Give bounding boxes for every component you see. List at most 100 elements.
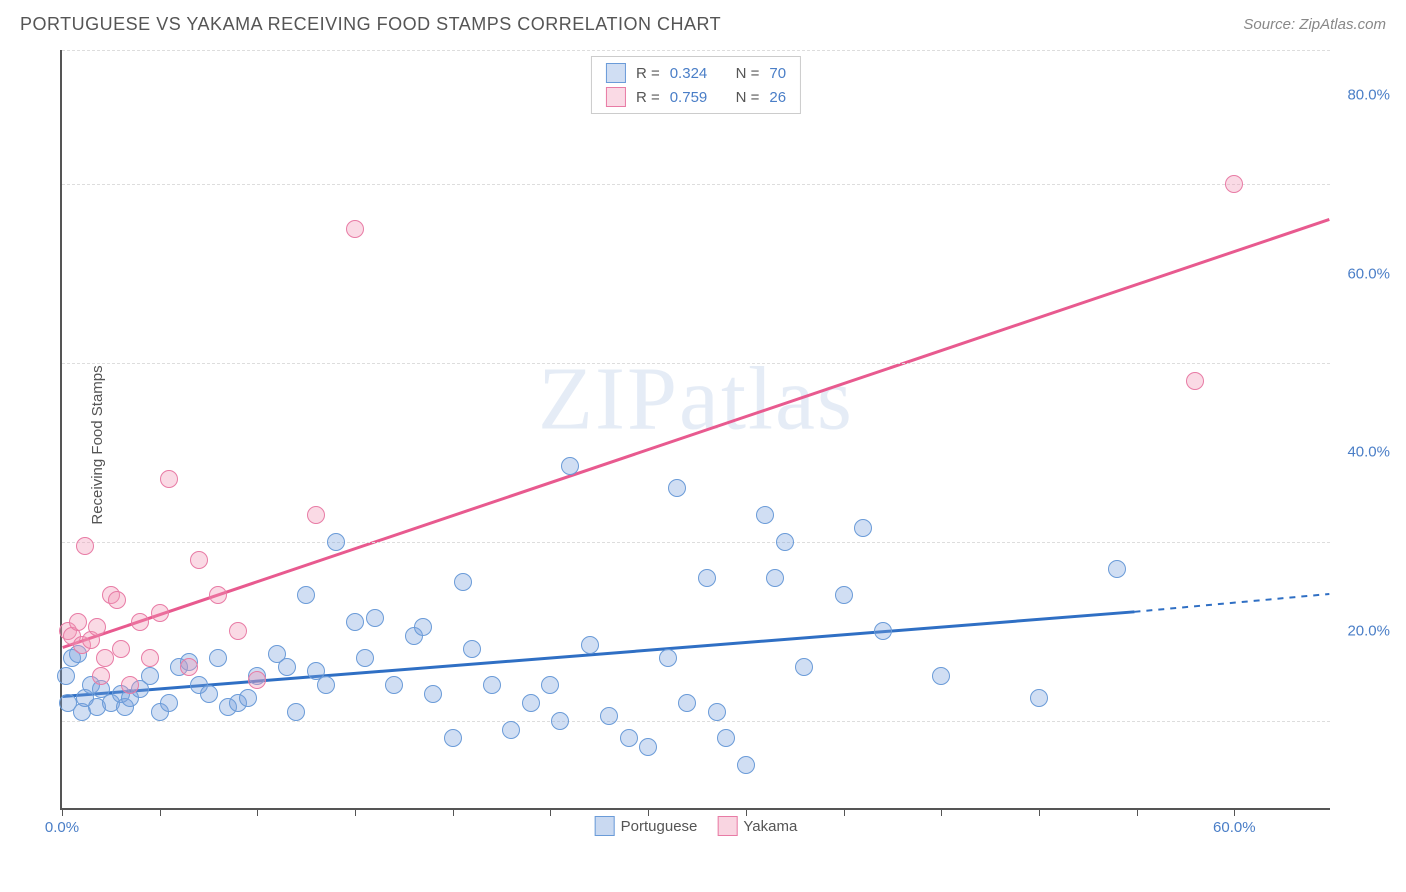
data-point bbox=[541, 676, 559, 694]
data-point bbox=[287, 703, 305, 721]
x-tick bbox=[160, 808, 161, 816]
data-point bbox=[668, 479, 686, 497]
x-tick bbox=[746, 808, 747, 816]
x-tick bbox=[453, 808, 454, 816]
chart-container: Receiving Food Stamps ZIPatlas R =0.324 … bbox=[60, 50, 1390, 840]
data-point bbox=[307, 506, 325, 524]
gridline-h bbox=[62, 184, 1330, 185]
data-point bbox=[600, 707, 618, 725]
x-tick bbox=[550, 808, 551, 816]
data-point bbox=[160, 470, 178, 488]
data-point bbox=[69, 613, 87, 631]
x-tick bbox=[62, 808, 63, 816]
correlation-legend: R =0.324 N =70R =0.759 N =26 bbox=[591, 56, 801, 114]
x-tick bbox=[355, 808, 356, 816]
data-point bbox=[756, 506, 774, 524]
data-point bbox=[190, 551, 208, 569]
data-point bbox=[502, 721, 520, 739]
data-point bbox=[346, 220, 364, 238]
data-point bbox=[209, 649, 227, 667]
data-point bbox=[317, 676, 335, 694]
data-point bbox=[346, 613, 364, 631]
data-point bbox=[1186, 372, 1204, 390]
data-point bbox=[57, 667, 75, 685]
data-point bbox=[141, 649, 159, 667]
data-point bbox=[874, 622, 892, 640]
legend-n-value: 70 bbox=[769, 65, 786, 82]
data-point bbox=[659, 649, 677, 667]
trend-line bbox=[63, 219, 1330, 647]
data-point bbox=[229, 622, 247, 640]
data-point bbox=[620, 729, 638, 747]
data-point bbox=[248, 671, 266, 689]
data-point bbox=[414, 618, 432, 636]
x-tick bbox=[648, 808, 649, 816]
data-point bbox=[854, 519, 872, 537]
data-point bbox=[639, 738, 657, 756]
data-point bbox=[678, 694, 696, 712]
series-legend-label: Yakama bbox=[743, 818, 797, 835]
x-tick-label: 60.0% bbox=[1213, 819, 1256, 836]
x-tick bbox=[1234, 808, 1235, 816]
source-label: Source: bbox=[1243, 16, 1295, 33]
data-point bbox=[795, 658, 813, 676]
legend-swatch bbox=[606, 87, 626, 107]
data-point bbox=[297, 586, 315, 604]
data-point bbox=[108, 591, 126, 609]
legend-swatch bbox=[606, 63, 626, 83]
x-tick bbox=[1137, 808, 1138, 816]
data-point bbox=[444, 729, 462, 747]
data-point bbox=[766, 569, 784, 587]
data-point bbox=[385, 676, 403, 694]
data-point bbox=[239, 689, 257, 707]
data-point bbox=[112, 640, 130, 658]
data-point bbox=[160, 694, 178, 712]
legend-n-label: N = bbox=[736, 65, 760, 82]
x-tick bbox=[844, 808, 845, 816]
legend-n-label: N = bbox=[736, 89, 760, 106]
gridline-h bbox=[62, 50, 1330, 51]
chart-title: PORTUGUESE VS YAKAMA RECEIVING FOOD STAM… bbox=[20, 14, 721, 35]
data-point bbox=[463, 640, 481, 658]
series-legend-label: Portuguese bbox=[621, 818, 698, 835]
data-point bbox=[121, 676, 139, 694]
data-point bbox=[737, 756, 755, 774]
source-attribution: Source: ZipAtlas.com bbox=[1243, 16, 1386, 33]
data-point bbox=[131, 613, 149, 631]
data-point bbox=[561, 457, 579, 475]
data-point bbox=[698, 569, 716, 587]
legend-r-value: 0.324 bbox=[670, 65, 708, 82]
x-tick bbox=[1039, 808, 1040, 816]
legend-swatch bbox=[717, 816, 737, 836]
data-point bbox=[522, 694, 540, 712]
data-point bbox=[200, 685, 218, 703]
series-legend-item: Portuguese bbox=[595, 816, 698, 836]
legend-swatch bbox=[595, 816, 615, 836]
data-point bbox=[141, 667, 159, 685]
gridline-h bbox=[62, 363, 1330, 364]
trend-line-dashed bbox=[1134, 594, 1329, 612]
gridline-h bbox=[62, 721, 1330, 722]
data-point bbox=[932, 667, 950, 685]
data-point bbox=[835, 586, 853, 604]
legend-r-value: 0.759 bbox=[670, 89, 708, 106]
data-point bbox=[708, 703, 726, 721]
legend-n-value: 26 bbox=[769, 89, 786, 106]
x-tick bbox=[257, 808, 258, 816]
data-point bbox=[1225, 175, 1243, 193]
data-point bbox=[151, 604, 169, 622]
gridline-h bbox=[62, 542, 1330, 543]
legend-row: R =0.759 N =26 bbox=[606, 85, 786, 109]
data-point bbox=[180, 658, 198, 676]
data-point bbox=[76, 537, 94, 555]
plot-area: ZIPatlas R =0.324 N =70R =0.759 N =26 Po… bbox=[60, 50, 1330, 810]
data-point bbox=[454, 573, 472, 591]
data-point bbox=[776, 533, 794, 551]
data-point bbox=[424, 685, 442, 703]
data-point bbox=[1108, 560, 1126, 578]
chart-header: PORTUGUESE VS YAKAMA RECEIVING FOOD STAM… bbox=[0, 0, 1406, 40]
legend-r-label: R = bbox=[636, 65, 660, 82]
data-point bbox=[366, 609, 384, 627]
data-point bbox=[327, 533, 345, 551]
data-point bbox=[278, 658, 296, 676]
